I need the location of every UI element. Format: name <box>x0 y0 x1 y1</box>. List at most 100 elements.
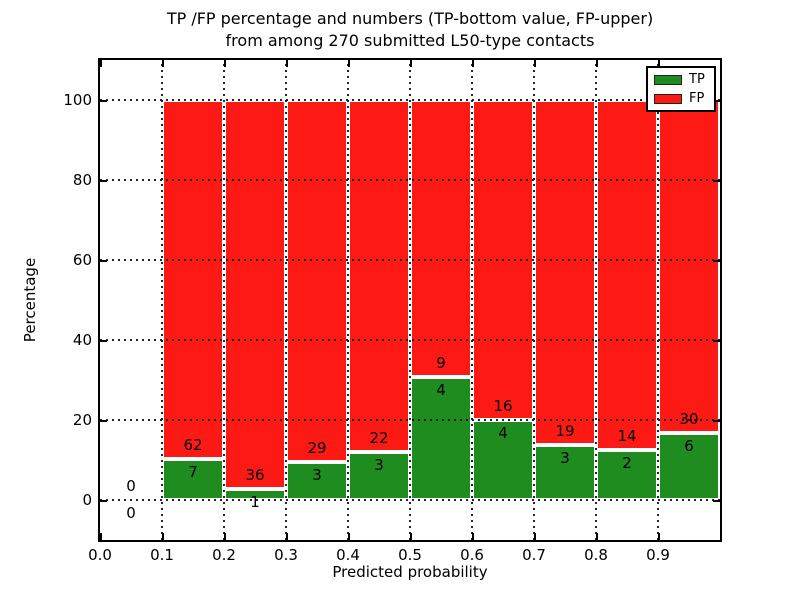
annotation-tp-count: 3 <box>560 449 570 468</box>
annotation-fp-count: 36 <box>245 466 265 485</box>
y-tick-mark-right <box>713 340 720 342</box>
x-axis-label: Predicted probability <box>332 563 488 581</box>
gridline-vertical <box>595 60 597 540</box>
y-tick-label: 40 <box>72 331 92 349</box>
x-tick-label: 0.3 <box>274 546 298 564</box>
annotation-tp-count: 0 <box>126 504 136 522</box>
x-tick-mark-top <box>100 60 102 67</box>
fp-swatch-icon <box>654 93 682 104</box>
annotation-tp-count: 3 <box>312 466 322 485</box>
x-tick-mark <box>224 533 226 540</box>
x-tick-label: 0.2 <box>212 546 236 564</box>
annotation-fp-count: 62 <box>183 436 203 455</box>
annotation-fp-count: 19 <box>555 422 575 441</box>
annotation-fp-count: 0 <box>126 477 136 495</box>
annotation-tp-count: 3 <box>374 456 384 474</box>
y-tick-mark-right <box>713 100 720 102</box>
x-tick-label: 0.5 <box>398 546 422 564</box>
annotation-tp-count: 1 <box>250 493 260 512</box>
x-tick-label: 0.4 <box>336 546 360 564</box>
y-tick-label: 0 <box>82 491 92 509</box>
x-tick-mark-top <box>286 60 288 67</box>
bar-segment-fp <box>596 100 658 450</box>
annotation-tp-count: 7 <box>188 463 198 482</box>
legend: TP FP <box>646 66 716 112</box>
gridline-vertical <box>161 60 163 540</box>
tp-swatch-icon <box>654 74 682 85</box>
legend-entry-fp: FP <box>654 92 708 105</box>
annotation-fp-count: 29 <box>307 439 327 458</box>
annotation-fp-count: 16 <box>493 397 513 415</box>
bar-segment-tp <box>286 462 348 500</box>
x-tick-mark-top <box>224 60 226 67</box>
x-tick-mark <box>286 533 288 540</box>
annotation-fp-count: 22 <box>369 429 389 447</box>
x-tick-mark <box>162 533 164 540</box>
y-tick-mark <box>100 260 107 262</box>
x-tick-label: 0.7 <box>522 546 546 564</box>
x-tick-mark-top <box>534 60 536 67</box>
y-tick-mark-right <box>713 500 720 502</box>
x-tick-mark-top <box>596 60 598 67</box>
x-tick-label: 0.6 <box>460 546 484 564</box>
bar-segment-fp <box>410 100 472 377</box>
annotation-fp-count: 9 <box>436 353 446 372</box>
gridline-vertical <box>223 60 225 540</box>
x-tick-label: 0.8 <box>584 546 608 564</box>
x-tick-mark <box>658 533 660 540</box>
x-tick-mark <box>348 533 350 540</box>
gridline-vertical <box>285 60 287 540</box>
x-tick-mark-top <box>348 60 350 67</box>
annotation-tp-count: 4 <box>436 380 446 399</box>
x-tick-label: 0.9 <box>646 546 670 564</box>
x-tick-mark-top <box>472 60 474 67</box>
legend-label-fp: FP <box>689 91 705 106</box>
y-tick-mark-right <box>713 420 720 422</box>
bar-segment-fp <box>348 100 410 452</box>
x-tick-mark <box>100 533 102 540</box>
y-tick-label: 100 <box>63 91 92 109</box>
y-tick-label: 20 <box>72 411 92 429</box>
y-tick-mark <box>100 180 107 182</box>
bar-segment-fp <box>162 100 224 460</box>
annotation-fp-count: 14 <box>617 427 637 445</box>
chart-title: TP /FP percentage and numbers (TP-bottom… <box>166 9 654 50</box>
y-tick-label: 80 <box>72 171 92 189</box>
gridline-vertical <box>409 60 411 540</box>
bar-segment-fp <box>286 100 348 463</box>
x-tick-mark-top <box>410 60 412 67</box>
gridline-vertical <box>347 60 349 540</box>
x-tick-mark-top <box>162 60 164 67</box>
legend-entry-tp: TP <box>654 73 708 86</box>
annotation-fp-count: 30 <box>679 410 699 429</box>
x-tick-mark <box>596 533 598 540</box>
y-tick-mark <box>100 100 107 102</box>
bar-segment-tp <box>534 445 596 500</box>
annotation-tp-count: 2 <box>622 454 632 472</box>
y-tick-label: 60 <box>72 251 92 269</box>
plot-area: 0.0 0.1 0.2 0.3 0.4 0.5 0.6 0.7 0.8 0.9 0 20 40 60 80 1… <box>63 58 722 564</box>
y-tick-mark <box>100 420 107 422</box>
y-axis-label: Percentage <box>21 257 39 343</box>
x-tick-mark <box>410 533 412 540</box>
x-tick-label: 0.0 <box>88 546 112 564</box>
bar-segment-fp <box>658 100 720 434</box>
annotation-tp-count: 6 <box>684 437 694 456</box>
x-tick-mark <box>534 533 536 540</box>
x-tick-mark-top <box>658 60 660 67</box>
annotation-tp-count: 4 <box>498 424 508 442</box>
y-tick-mark-right <box>713 260 720 262</box>
gridline-vertical <box>657 60 659 540</box>
bar-segment-tp <box>162 459 224 500</box>
gridline-vertical <box>471 60 473 540</box>
y-tick-mark-right <box>713 180 720 182</box>
bar-segment-fp <box>534 100 596 446</box>
y-tick-mark <box>100 340 107 342</box>
bar-segment-tp <box>658 433 720 500</box>
legend-label-tp: TP <box>689 72 705 87</box>
gridline-vertical <box>533 60 535 540</box>
bar-segment-fp <box>224 100 286 490</box>
y-tick-mark <box>100 500 107 502</box>
x-tick-mark <box>472 533 474 540</box>
